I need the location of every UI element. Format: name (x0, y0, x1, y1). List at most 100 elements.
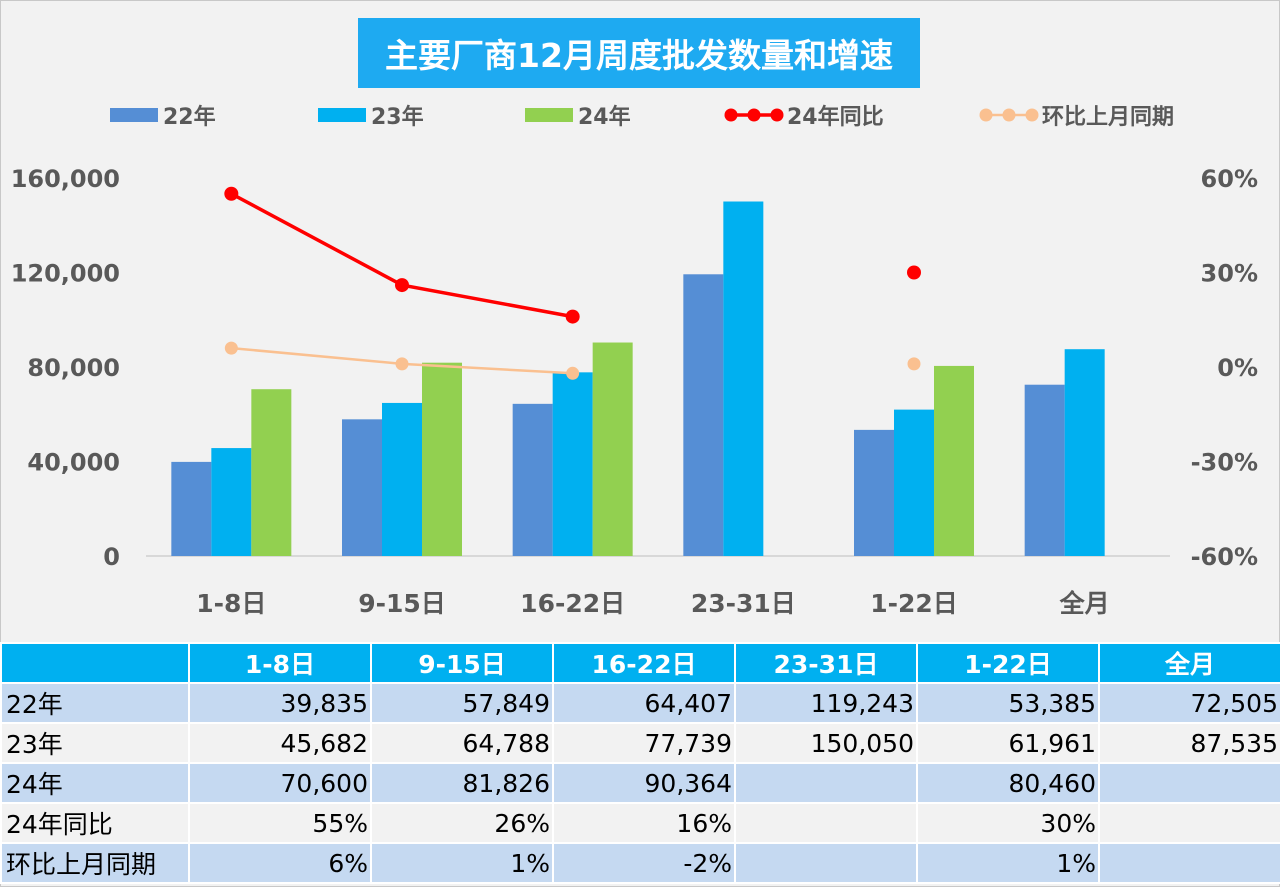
legend-label: 环比上月同期 (1042, 105, 1174, 130)
table-cell: 1% (916, 842, 1100, 884)
table-cell: 53,385 (916, 682, 1100, 724)
bar-23年 (552, 372, 593, 556)
table-header-cell: 23-31日 (734, 642, 918, 684)
data-table: 1-8日 9-15日 16-22日 23-31日 1-22日 全月 22年 39… (0, 642, 1280, 884)
table-cell: 26% (370, 802, 554, 844)
legend-swatch-23年 (318, 108, 366, 122)
x-tick-label: 全月 (1059, 589, 1110, 618)
table-row: 24年同比 55% 26% 16% 30% (0, 802, 1280, 844)
table-cell (734, 802, 918, 844)
x-tick-label: 1-22日 (870, 589, 958, 618)
y-right-tick-label: -30% (1191, 449, 1258, 477)
point-24年同比 (565, 309, 580, 324)
table-header-row: 1-8日 9-15日 16-22日 23-31日 1-22日 全月 (0, 642, 1280, 684)
table-header-corner (0, 642, 190, 684)
table-cell: 1% (370, 842, 554, 884)
legend-marker (770, 108, 784, 122)
table-cell: 72,505 (1098, 682, 1280, 724)
x-tick-label: 23-31日 (691, 589, 796, 618)
chart-plot: 0 40,000 80,000 120,000 160,000 -60% -30% 0% 30%… (11, 104, 1258, 618)
table-cell: 6% (188, 842, 372, 884)
table-cell: 57,849 (370, 682, 554, 724)
line-24年同比 (230, 192, 573, 319)
bar-22年 (683, 274, 724, 556)
y-right-tick-label: 60% (1201, 165, 1258, 193)
table-cell: 64,788 (370, 722, 554, 764)
bar-24年 (934, 365, 974, 556)
table-row: 23年 45,682 64,788 77,739 150,050 61,961 … (0, 722, 1280, 764)
legend-marker (724, 108, 738, 122)
legend-label: 23年 (371, 104, 424, 130)
y-left-tick-label: 0 (103, 543, 120, 571)
point-24年同比 (395, 278, 409, 293)
row-label: 24年 (0, 762, 190, 804)
table-row: 22年 39,835 57,849 64,407 119,243 53,385 … (0, 682, 1280, 724)
table-cell: 30% (916, 802, 1100, 844)
x-tick-label: 9-15日 (358, 589, 446, 618)
table-header-cell: 9-15日 (370, 642, 554, 684)
point-环比上月同期 (566, 366, 580, 380)
table-cell (1098, 842, 1280, 884)
table-cell (1098, 762, 1280, 804)
table-cell: 45,682 (188, 722, 372, 764)
bar-24年 (251, 389, 292, 556)
y-left-tick-label: 80,000 (27, 354, 120, 382)
point-环比上月同期 (224, 341, 238, 355)
table-cell: 87,535 (1098, 722, 1280, 764)
bar-22年 (512, 403, 553, 556)
bar-22年 (342, 419, 382, 556)
y-right-tick-label: 0% (1217, 354, 1258, 382)
y-right-tick-label: -60% (1191, 543, 1258, 571)
bar-24年 (422, 362, 462, 556)
table-header-cell: 1-22日 (916, 642, 1100, 684)
legend-label: 22年 (163, 104, 216, 130)
table-cell (734, 762, 918, 804)
table-cell: 55% (188, 802, 372, 844)
table-header-cell: 16-22日 (552, 642, 736, 684)
table-cell: -2% (552, 842, 736, 884)
y-left-tick-label: 120,000 (11, 260, 120, 288)
bar-23年 (894, 409, 934, 556)
legend-label: 24年同比 (787, 104, 884, 130)
chart-title: 主要厂商12月周度批发数量和增速 (358, 18, 920, 88)
legend-marker (1025, 108, 1039, 122)
legend-marker (747, 108, 761, 122)
row-label: 23年 (0, 722, 190, 764)
y-right-tick-label: 30% (1201, 260, 1258, 288)
table-cell (734, 842, 918, 884)
bar-24年 (592, 342, 633, 556)
legend-swatch-24年 (525, 108, 573, 122)
table-cell (1098, 802, 1280, 844)
table-cell: 119,243 (734, 682, 918, 724)
legend-marker (979, 108, 993, 122)
table-cell: 70,600 (188, 762, 372, 804)
y-left-tick-label: 40,000 (27, 449, 120, 477)
bar-22年 (854, 429, 894, 556)
point-24年同比 (224, 186, 239, 201)
table-cell: 61,961 (916, 722, 1100, 764)
x-tick-label: 16-22日 (520, 589, 625, 618)
point-环比上月同期 (907, 357, 921, 371)
table-row: 环比上月同期 6% 1% -2% 1% (0, 842, 1280, 884)
legend-label: 24年 (578, 104, 631, 130)
x-tick-label: 1-8日 (196, 589, 266, 618)
table-cell: 16% (552, 802, 736, 844)
bar-22年 (1024, 384, 1065, 556)
table-cell: 77,739 (552, 722, 736, 764)
table-header-cell: 全月 (1098, 642, 1280, 684)
table-cell: 80,460 (916, 762, 1100, 804)
row-label: 24年同比 (0, 802, 190, 844)
table-row: 24年 70,600 81,826 90,364 80,460 (0, 762, 1280, 804)
point-环比上月同期 (395, 357, 409, 371)
table-cell: 39,835 (188, 682, 372, 724)
table-cell: 64,407 (552, 682, 736, 724)
bar-23年 (1064, 349, 1105, 556)
y-left-tick-label: 160,000 (11, 165, 120, 193)
row-label: 22年 (0, 682, 190, 724)
table-cell: 150,050 (734, 722, 918, 764)
point-24年同比 (907, 265, 921, 280)
legend-swatch-22年 (110, 108, 158, 122)
bar-23年 (211, 448, 252, 556)
row-label: 环比上月同期 (0, 842, 190, 884)
table-header-cell: 1-8日 (188, 642, 372, 684)
